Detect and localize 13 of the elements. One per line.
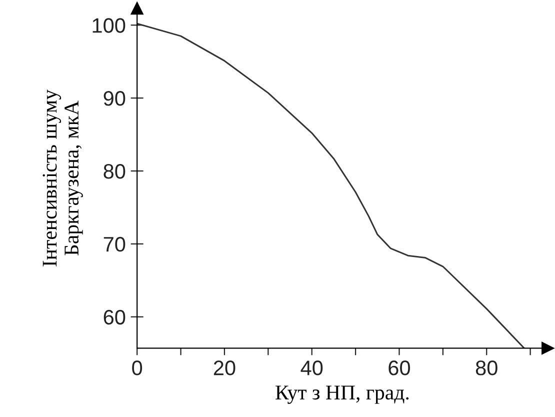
line-series xyxy=(137,22,525,348)
y-tick-label: 80 xyxy=(104,164,126,179)
x-tick-label: 0 xyxy=(132,360,142,376)
y-tick-label: 100 xyxy=(92,18,126,33)
y-axis-title: Інтенсивність шуму Баркгаузена, мкА xyxy=(42,90,83,266)
x-tick-label: 20 xyxy=(214,360,236,376)
x-tick-label: 40 xyxy=(300,360,323,376)
x-axis-title: Кут з НП, град. xyxy=(276,386,409,404)
y-tick-label: 70 xyxy=(104,236,126,252)
y-tick-label: 60 xyxy=(104,310,126,325)
y-tick-label: 90 xyxy=(104,91,126,106)
x-tick-label: 60 xyxy=(388,360,410,376)
x-tick-label: 80 xyxy=(476,360,498,376)
